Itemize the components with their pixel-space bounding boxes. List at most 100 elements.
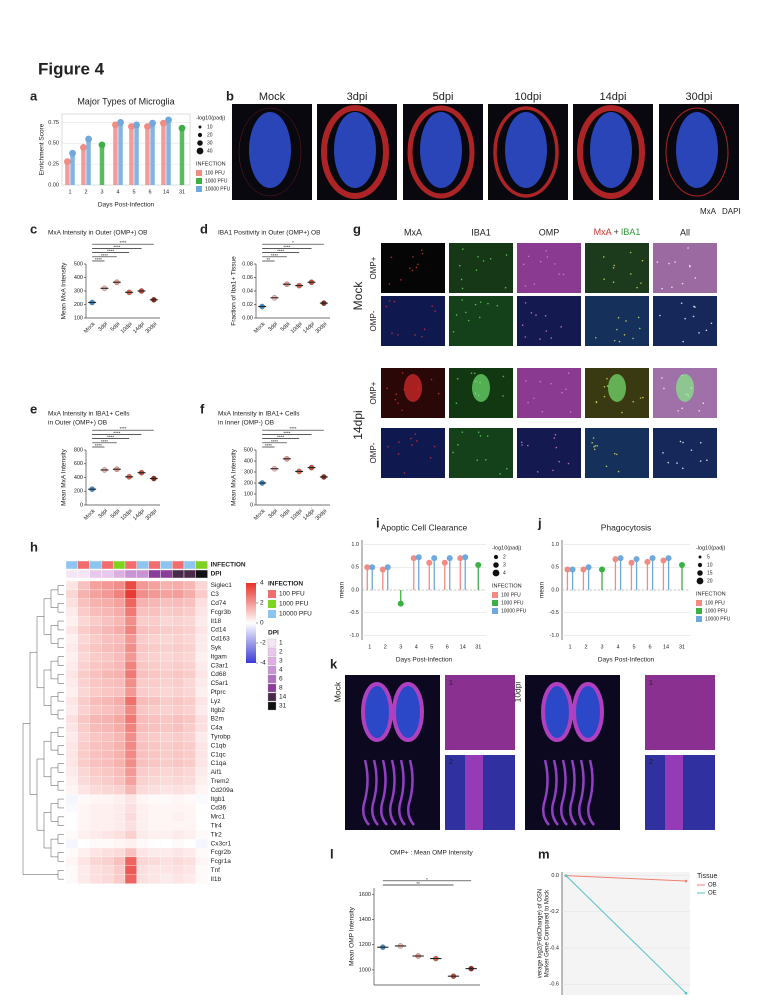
heatmap-cell xyxy=(160,785,173,795)
legend-swatch xyxy=(267,683,277,693)
size-legend-mark xyxy=(197,140,203,146)
heatmap-cell xyxy=(195,696,208,706)
heatmap-cell xyxy=(65,758,78,769)
heatmap-cell xyxy=(148,776,161,786)
y-tick-label: 1000 xyxy=(359,967,371,973)
heatmap-cell xyxy=(160,821,173,831)
legend-label: 10000 PFU xyxy=(279,611,312,618)
gene-label: C1qa xyxy=(211,760,227,767)
micrograph-speckle xyxy=(637,316,640,319)
point xyxy=(364,564,371,571)
heatmap-cell xyxy=(77,687,90,697)
micrograph-speckle xyxy=(706,459,708,462)
heatmap-cell xyxy=(101,687,114,697)
legend-swatch xyxy=(267,656,277,666)
heatmap-cell xyxy=(113,696,126,706)
heatmap-cell xyxy=(195,678,208,688)
micrograph-speckle xyxy=(641,259,644,262)
micrograph-speckle xyxy=(455,402,458,404)
annotation-cell xyxy=(89,569,102,579)
row-label: OMP- xyxy=(369,442,378,463)
heatmap-cell xyxy=(77,794,90,804)
gene-label: Cd209a xyxy=(211,787,234,794)
heatmap-cell xyxy=(113,714,126,724)
micrograph-speckle xyxy=(667,461,670,464)
significance-label: **** xyxy=(95,443,102,448)
heatmap-cell xyxy=(195,794,208,804)
micrograph-stain xyxy=(665,755,683,830)
micrograph-speckle xyxy=(553,263,556,265)
significance-label: **** xyxy=(95,257,102,262)
micrograph-speckle xyxy=(694,306,696,308)
micrograph-speckle xyxy=(612,281,615,284)
micrograph-speckle xyxy=(546,256,549,258)
legend-label: 1000 PFU xyxy=(705,608,728,614)
point xyxy=(679,562,685,568)
micrograph-speckle xyxy=(567,462,570,465)
condition-label: 10dpi xyxy=(512,681,522,702)
heatmap-cell xyxy=(172,598,185,608)
x-tick-label: 3 xyxy=(399,644,402,650)
significance-label: ** xyxy=(416,881,420,886)
gene-label: Itgam xyxy=(211,653,227,660)
micrograph xyxy=(345,675,440,830)
heatmap-cell xyxy=(113,652,126,662)
micrograph-stain xyxy=(392,682,424,742)
heatmap-cell xyxy=(113,741,126,751)
micrograph-speckle xyxy=(679,440,682,443)
heatmap-cell xyxy=(148,794,161,804)
micrograph-speckle xyxy=(668,262,670,265)
heatmap-cell xyxy=(77,830,90,840)
heatmap-cell xyxy=(77,669,90,680)
micrograph-speckle xyxy=(474,372,476,375)
micrograph-speckle xyxy=(527,401,529,404)
heatmap-cell xyxy=(89,767,102,777)
micrograph-speckle xyxy=(470,372,473,374)
micrograph-speckle xyxy=(684,317,686,320)
column-header-part: MxA xyxy=(594,227,612,237)
heatmap-cell xyxy=(113,812,126,822)
heatmap-cell xyxy=(183,821,196,831)
point xyxy=(617,555,624,562)
heatmap-cell xyxy=(65,776,78,786)
micrograph xyxy=(381,296,445,346)
micrograph-speckle xyxy=(533,283,536,285)
heatmap-cell xyxy=(65,607,78,617)
heatmap-cell xyxy=(77,625,90,635)
y-tick-label: 100 xyxy=(74,315,83,321)
significance-label: **** xyxy=(113,430,120,435)
y-tick-label: 0.0 xyxy=(551,873,559,879)
heatmap-cell xyxy=(195,687,208,697)
heatmap-cell xyxy=(65,865,78,875)
heatmap-cell xyxy=(183,660,196,671)
heatmap-cell xyxy=(124,874,137,884)
annotation-cell xyxy=(183,569,197,579)
heatmap-cell xyxy=(172,634,185,644)
micrograph-stain xyxy=(541,759,550,826)
heatmap-cell xyxy=(160,741,173,751)
heatmap-cell xyxy=(160,803,173,813)
heatmap-cell xyxy=(65,696,78,706)
x-tick-label: 31 xyxy=(679,644,685,650)
x-tick-label: 6 xyxy=(148,189,151,195)
micrograph-stain xyxy=(379,759,388,826)
y-tick-label: 0.00 xyxy=(48,182,59,188)
point xyxy=(85,135,92,143)
x-tick-label: 14 xyxy=(163,189,169,195)
x-tick-label: 5dpi xyxy=(280,508,292,520)
heatmap-cell xyxy=(136,821,149,831)
x-tick-label: 3dpi xyxy=(97,508,109,520)
size-legend-mark xyxy=(492,569,500,577)
bar xyxy=(134,124,139,185)
heatmap-cell xyxy=(65,643,78,653)
micrograph-speckle xyxy=(521,324,524,327)
heatmap-cell xyxy=(89,741,102,751)
heatmap-cell xyxy=(77,723,90,733)
heatmap-cell xyxy=(77,660,90,671)
heatmap-cell xyxy=(101,643,114,653)
heatmap-cell xyxy=(113,660,126,671)
heatmap-cell xyxy=(160,749,173,760)
row-label: OMP- xyxy=(369,310,378,331)
heatmap-cell xyxy=(101,714,114,724)
legend-swatch xyxy=(267,665,277,675)
